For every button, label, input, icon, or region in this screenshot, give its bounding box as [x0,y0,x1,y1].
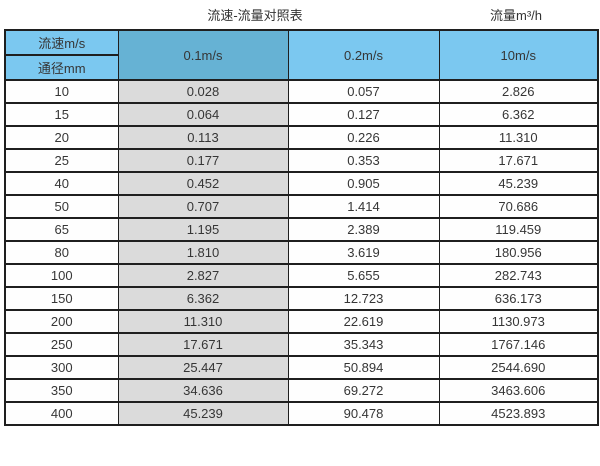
diameter-cell: 80 [4,240,119,265]
diameter-cell: 20 [4,125,119,150]
table-row: 40 0.452 0.905 45.239 [4,171,599,196]
diameter-cell: 200 [4,309,119,334]
diameter-cell: 150 [4,286,119,311]
flow-10-cell: 11.310 [438,125,599,150]
flow-0-1-cell: 0.028 [117,79,289,104]
diameter-cell: 300 [4,355,119,380]
diameter-cell: 40 [4,171,119,196]
flow-unit-label: 流量m³/h [489,8,543,23]
flow-0-2-cell: 50.894 [287,355,440,380]
flow-10-cell: 2.826 [438,79,599,104]
flow-0-1-cell: 25.447 [117,355,289,380]
flow-10-cell: 70.686 [438,194,599,219]
diameter-cell: 15 [4,102,119,127]
column-header-0-1ms: 0.1m/s [117,29,289,81]
flow-10-cell: 636.173 [438,286,599,311]
table-row: 10 0.028 0.057 2.826 [4,79,599,104]
flow-0-1-cell: 1.195 [117,217,289,242]
column-header-0-2ms: 0.2m/s [287,29,440,81]
diameter-cell: 50 [4,194,119,219]
table-row: 50 0.707 1.414 70.686 [4,194,599,219]
flow-0-1-cell: 6.362 [117,286,289,311]
flow-0-1-cell: 11.310 [117,309,289,334]
table-row: 400 45.239 90.478 4523.893 [4,401,599,426]
flow-0-1-cell: 0.064 [117,102,289,127]
flow-0-1-cell: 34.636 [117,378,289,403]
table-row: 350 34.636 69.272 3463.606 [4,378,599,403]
diameter-cell: 100 [4,263,119,288]
table-row: 65 1.195 2.389 119.459 [4,217,599,242]
flow-0-1-cell: 45.239 [117,401,289,426]
table-row: 150 6.362 12.723 636.173 [4,286,599,311]
column-header-10ms: 10m/s [438,29,599,81]
corner-diameter-label: 通径mm [4,54,119,81]
flow-10-cell: 17.671 [438,148,599,173]
page-title: 流速-流量对照表 [207,8,303,23]
flow-0-2-cell: 35.343 [287,332,440,357]
flow-0-2-cell: 0.905 [287,171,440,196]
diameter-cell: 400 [4,401,119,426]
flow-0-2-cell: 5.655 [287,263,440,288]
flow-0-2-cell: 0.057 [287,79,440,104]
flow-0-1-cell: 1.810 [117,240,289,265]
flow-0-2-cell: 3.619 [287,240,440,265]
flow-0-2-cell: 1.414 [287,194,440,219]
diameter-cell: 25 [4,148,119,173]
header-row-top: 流速m/s 0.1m/s 0.2m/s 10m/s [4,29,599,81]
flow-0-2-cell: 22.619 [287,309,440,334]
flow-0-1-cell: 17.671 [117,332,289,357]
flow-10-cell: 119.459 [438,217,599,242]
flow-0-2-cell: 2.389 [287,217,440,242]
flow-0-2-cell: 12.723 [287,286,440,311]
flow-0-1-cell: 0.113 [117,125,289,150]
table-row: 80 1.810 3.619 180.956 [4,240,599,265]
flow-10-cell: 282.743 [438,263,599,288]
table-row: 15 0.064 0.127 6.362 [4,102,599,127]
corner-velocity-label: 流速m/s [4,29,119,56]
diameter-cell: 350 [4,378,119,403]
table-row: 250 17.671 35.343 1767.146 [4,332,599,357]
flow-10-cell: 1130.973 [438,309,599,334]
flow-0-2-cell: 0.127 [287,102,440,127]
flow-0-2-cell: 0.353 [287,148,440,173]
table-row: 300 25.447 50.894 2544.690 [4,355,599,380]
flow-10-cell: 1767.146 [438,332,599,357]
flow-10-cell: 45.239 [438,171,599,196]
diameter-cell: 250 [4,332,119,357]
flow-0-1-cell: 0.452 [117,171,289,196]
header-row-bottom: 通径mm [4,54,598,81]
diameter-cell: 65 [4,217,119,242]
flow-10-cell: 180.956 [438,240,599,265]
flow-0-2-cell: 69.272 [287,378,440,403]
flow-0-1-cell: 2.827 [117,263,289,288]
table-row: 100 2.827 5.655 282.743 [4,263,599,288]
flow-0-1-cell: 0.177 [117,148,289,173]
flow-rate-table: 流速m/s 0.1m/s 0.2m/s 10m/s 通径mm 10 0.028 … [4,29,599,426]
table-row: 200 11.310 22.619 1130.973 [4,309,599,334]
flow-0-2-cell: 0.226 [287,125,440,150]
flow-0-1-cell: 0.707 [117,194,289,219]
flow-0-2-cell: 90.478 [287,401,440,426]
flow-10-cell: 2544.690 [438,355,599,380]
diameter-cell: 10 [4,79,119,104]
flow-10-cell: 6.362 [438,102,599,127]
flow-10-cell: 4523.893 [438,401,599,426]
table-row: 25 0.177 0.353 17.671 [4,148,599,173]
flow-10-cell: 3463.606 [438,378,599,403]
table-row: 20 0.113 0.226 11.310 [4,125,599,150]
